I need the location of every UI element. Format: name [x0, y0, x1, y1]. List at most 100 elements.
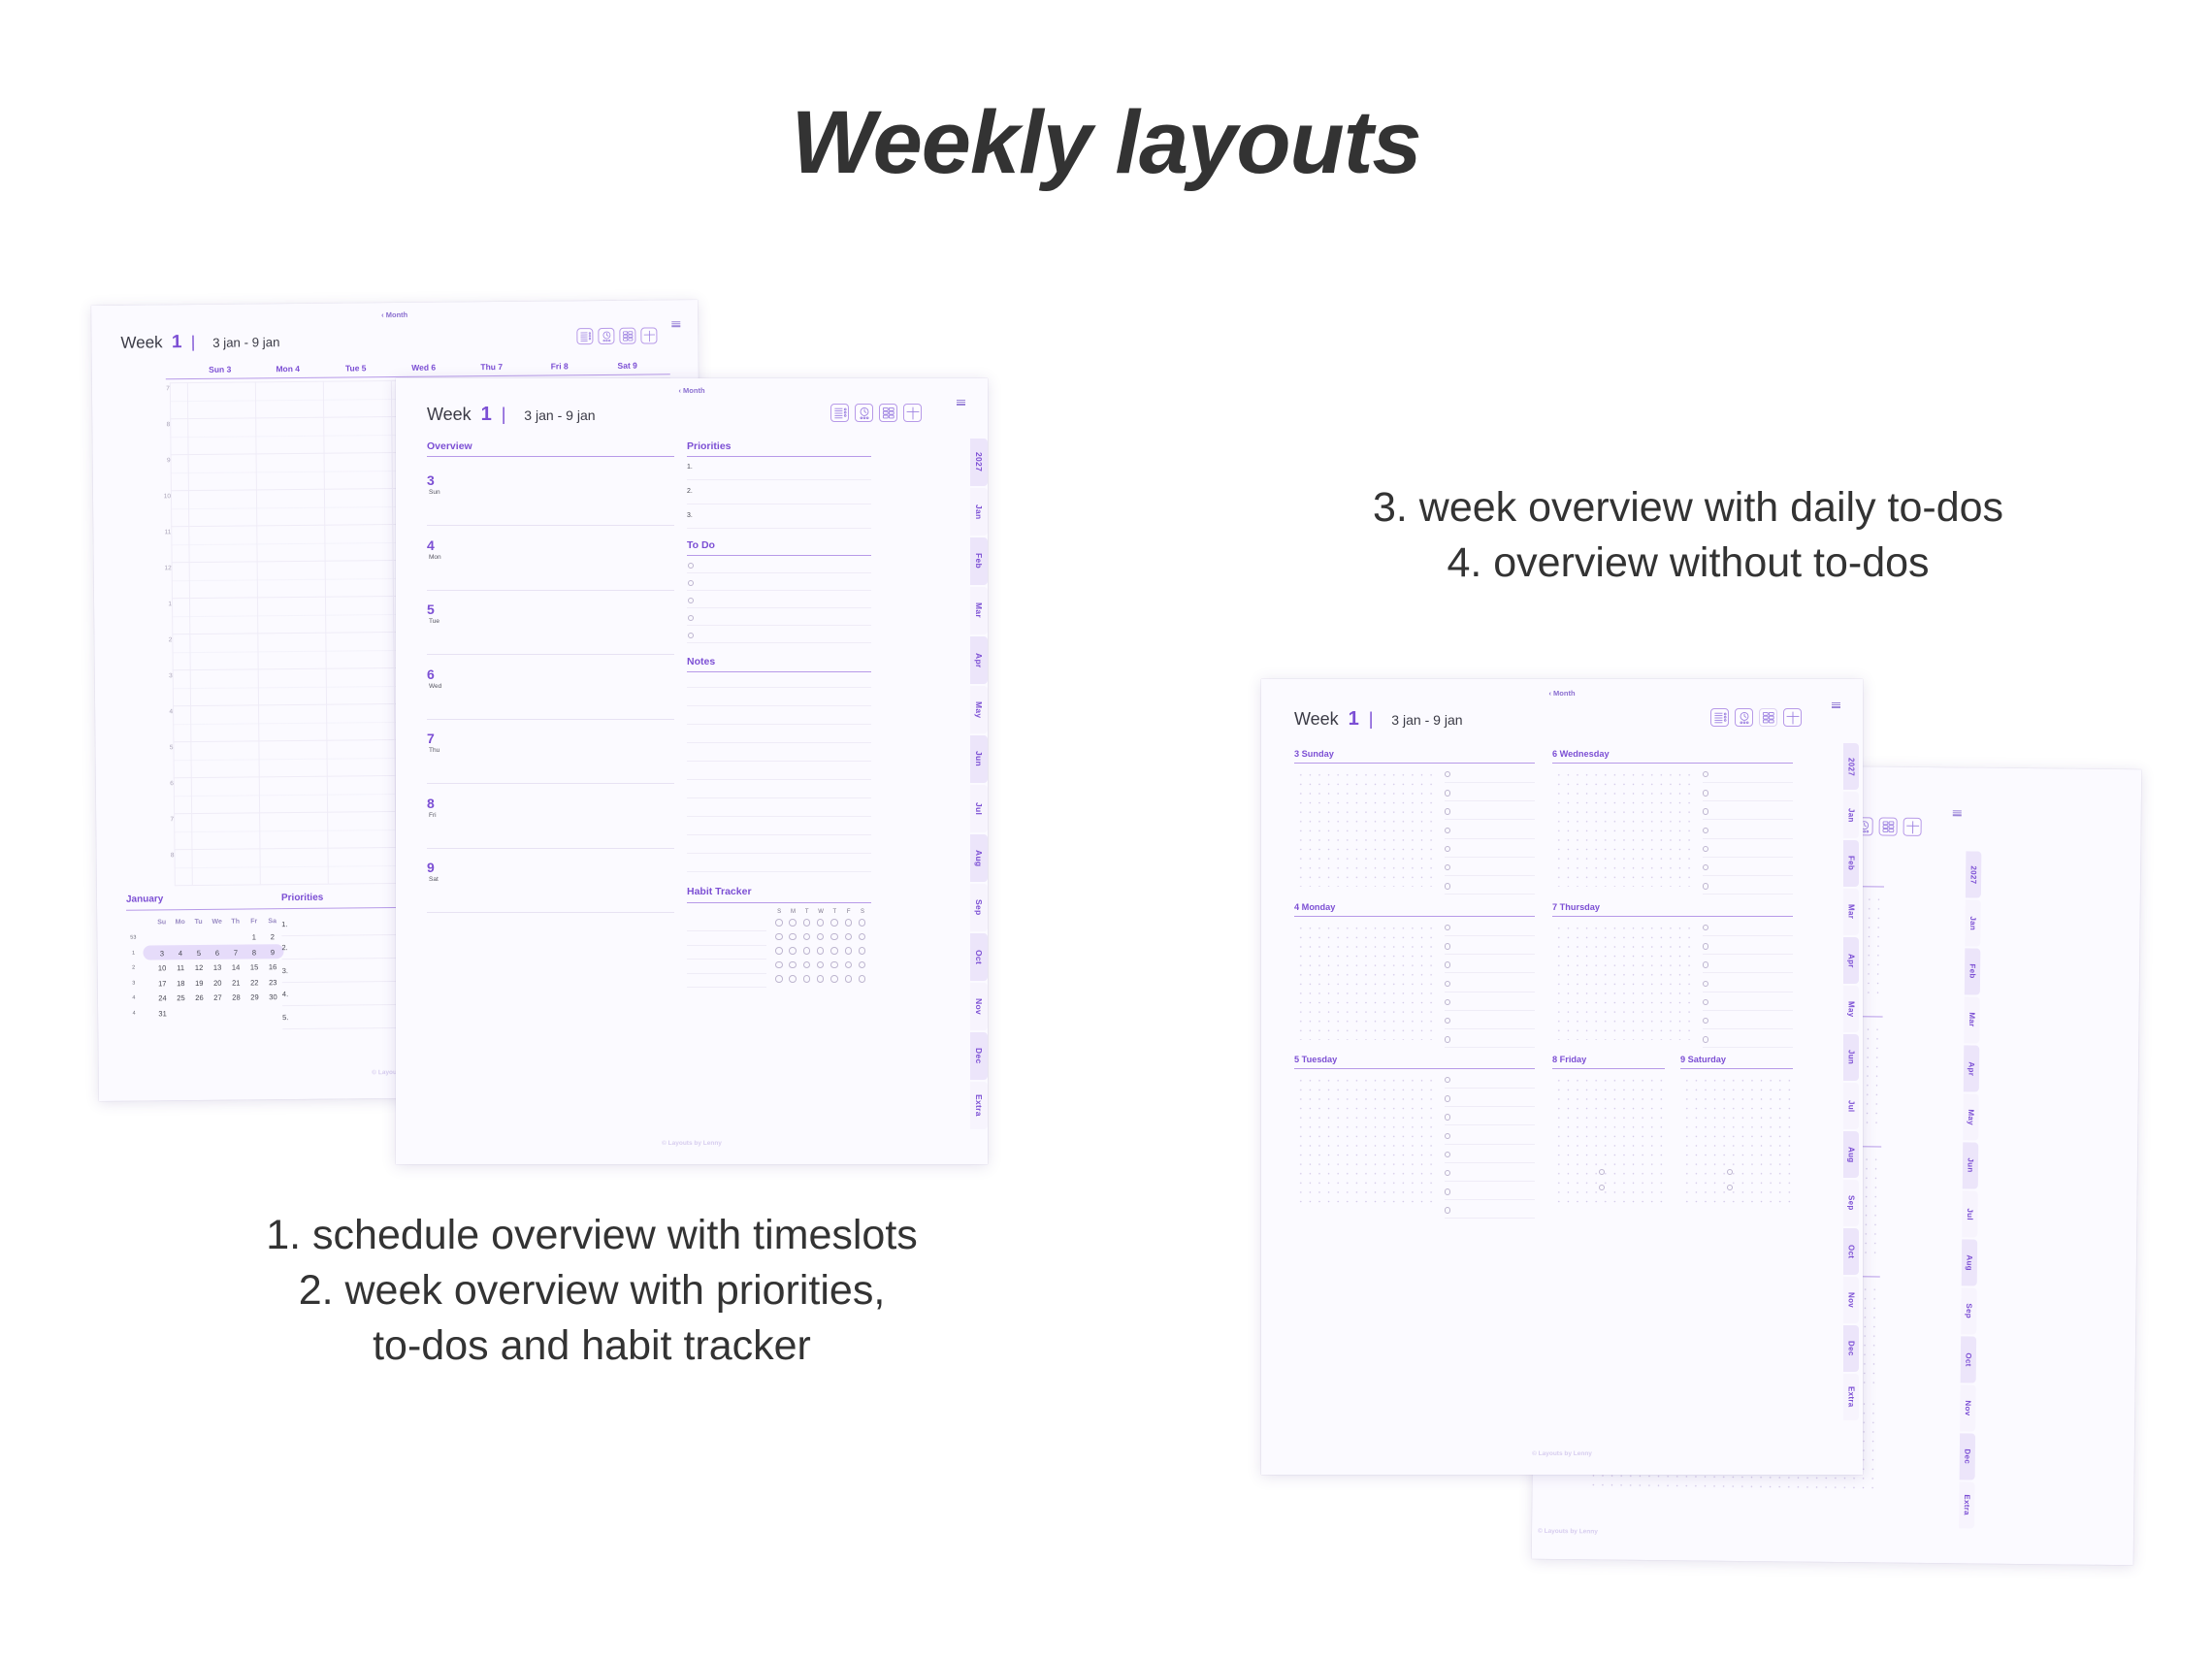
habit-cell-3-7[interactable] — [858, 947, 866, 955]
month-tab-2027[interactable]: 2027 — [970, 439, 988, 486]
month-tab-dec[interactable]: Dec — [970, 1032, 988, 1080]
month-tab-sep[interactable]: Sep — [970, 884, 988, 931]
habit-cell-3-6[interactable] — [844, 947, 853, 955]
mini-cal-day-30[interactable]: 30 — [269, 992, 277, 1002]
daily-todo-checkbox-2-3[interactable] — [1445, 1114, 1451, 1121]
month-tab-dec[interactable]: Dec — [1843, 1325, 1859, 1372]
month-tab-oct[interactable]: Oct — [1843, 1228, 1859, 1275]
month-tab-may[interactable]: May — [1963, 1093, 1979, 1141]
mini-cal-day-21[interactable]: 21 — [232, 978, 241, 988]
mini-cal-day-7[interactable]: 7 — [233, 948, 239, 958]
daily-todo-checkbox-1-3[interactable] — [1445, 961, 1451, 968]
habit-cell-4-7[interactable] — [858, 960, 866, 969]
todo-checkbox-3[interactable] — [688, 598, 694, 603]
mini-cal-day-19[interactable]: 19 — [195, 978, 204, 988]
month-tab-extra[interactable]: Extra — [1959, 1481, 1975, 1529]
month-tab-aug[interactable]: Aug — [970, 834, 988, 882]
grid-boxes-icon[interactable] — [879, 404, 897, 422]
mini-cal-day-12[interactable]: 12 — [194, 962, 204, 973]
daily-todo-checkbox-3-2[interactable] — [1703, 790, 1709, 797]
habit-cell-4-3[interactable] — [802, 960, 811, 969]
mini-cal-day-9[interactable]: 9 — [270, 947, 276, 957]
month-tab-aug[interactable]: Aug — [1961, 1239, 1978, 1286]
mini-cal-day-24[interactable]: 24 — [158, 993, 167, 1003]
todo-checkbox-2[interactable] — [688, 580, 694, 586]
list-view-icon[interactable] — [830, 404, 849, 422]
month-tab-oct[interactable]: Oct — [970, 933, 988, 981]
daily-todo-checkbox-1-5[interactable] — [1445, 998, 1451, 1006]
mini-cal-day-8[interactable]: 8 — [251, 947, 257, 957]
month-tab-oct[interactable]: Oct — [1960, 1336, 1977, 1383]
daily-todo-checkbox-3-4[interactable] — [1703, 827, 1709, 833]
habit-cell-4-5[interactable] — [830, 960, 838, 969]
mini-cal-day-1[interactable]: 1 — [251, 932, 256, 942]
month-tab-mar[interactable]: Mar — [1843, 889, 1859, 935]
habit-cell-4-1[interactable] — [775, 960, 783, 969]
daily-todo-checkbox-3-6[interactable] — [1703, 864, 1709, 871]
habit-cell-1-5[interactable] — [830, 919, 838, 927]
todo-checkbox-1[interactable] — [688, 563, 694, 569]
mini-cal-day-28[interactable]: 28 — [232, 992, 241, 1002]
habit-cell-2-4[interactable] — [816, 932, 825, 941]
month-tab-nov[interactable]: Nov — [970, 983, 988, 1030]
month-back-link[interactable]: ‹ Month — [1548, 689, 1576, 698]
menu-lines-icon[interactable] — [1952, 810, 1962, 816]
month-tab-feb[interactable]: Feb — [1964, 948, 1981, 995]
mini-cal-day-5[interactable]: 5 — [196, 948, 202, 958]
habit-cell-4-6[interactable] — [844, 960, 853, 969]
habit-cell-2-3[interactable] — [802, 932, 811, 941]
daily-todo-checkbox-4-5[interactable] — [1703, 998, 1709, 1006]
mini-cal-day-11[interactable]: 11 — [177, 963, 185, 973]
month-tab-extra[interactable]: Extra — [1843, 1374, 1859, 1420]
daily-todo-checkbox-2-2[interactable] — [1445, 1095, 1451, 1102]
daily-todo-checkbox-6-1[interactable] — [1727, 1169, 1734, 1176]
month-tab-mar[interactable]: Mar — [970, 587, 988, 634]
mini-cal-day-2[interactable]: 2 — [270, 932, 275, 942]
month-tab-may[interactable]: May — [970, 686, 988, 733]
daily-todo-checkbox-3-5[interactable] — [1703, 845, 1709, 853]
habit-cell-2-5[interactable] — [830, 932, 838, 941]
daily-todo-checkbox-4-3[interactable] — [1703, 961, 1709, 968]
daily-todo-checkbox-1-2[interactable] — [1445, 943, 1451, 950]
month-tab-mar[interactable]: Mar — [1964, 996, 1980, 1044]
habit-cell-3-4[interactable] — [816, 947, 825, 955]
habit-cell-5-3[interactable] — [802, 975, 811, 983]
month-tab-jul[interactable]: Jul — [1962, 1190, 1978, 1238]
habit-cell-1-7[interactable] — [858, 919, 866, 927]
daily-todo-checkbox-4-1[interactable] — [1703, 925, 1709, 931]
mini-cal-day-27[interactable]: 27 — [213, 992, 222, 1002]
habit-cell-3-1[interactable] — [775, 947, 783, 955]
daily-todo-checkbox-4-2[interactable] — [1703, 943, 1709, 950]
month-tab-jul[interactable]: Jul — [970, 785, 988, 832]
daily-todo-checkbox-2-7[interactable] — [1445, 1188, 1451, 1195]
daily-todo-checkbox-1-4[interactable] — [1445, 980, 1451, 987]
timeslot-clock-icon[interactable] — [598, 327, 615, 345]
month-tab-apr[interactable]: Apr — [1843, 937, 1859, 984]
mini-cal-day-4[interactable]: 4 — [178, 948, 183, 958]
habit-cell-2-7[interactable] — [858, 932, 866, 941]
month-tab-2027[interactable]: 2027 — [1843, 743, 1859, 790]
mini-cal-day-18[interactable]: 18 — [177, 978, 185, 988]
daily-todo-checkbox-1-6[interactable] — [1445, 1018, 1451, 1025]
month-tab-2027[interactable]: 2027 — [1965, 851, 1982, 898]
quad-grid-icon[interactable] — [640, 327, 658, 344]
mini-cal-day-22[interactable]: 22 — [250, 977, 259, 987]
month-tab-apr[interactable]: Apr — [970, 636, 988, 684]
month-tab-jun[interactable]: Jun — [1843, 1034, 1859, 1081]
daily-todo-checkbox-0-3[interactable] — [1445, 808, 1451, 815]
daily-todo-checkbox-5-1[interactable] — [1599, 1169, 1606, 1176]
month-tab-nov[interactable]: Nov — [1843, 1277, 1859, 1323]
month-tab-sep[interactable]: Sep — [1843, 1180, 1859, 1226]
daily-todo-checkbox-0-2[interactable] — [1445, 790, 1451, 797]
daily-todo-checkbox-0-1[interactable] — [1445, 771, 1451, 778]
daily-todo-checkbox-4-4[interactable] — [1703, 980, 1709, 987]
month-back-link[interactable]: ‹ Month — [381, 309, 408, 320]
month-tab-feb[interactable]: Feb — [970, 537, 988, 585]
menu-lines-icon[interactable] — [1832, 702, 1840, 708]
month-tab-jan[interactable]: Jan — [1843, 792, 1859, 838]
month-tab-jan[interactable]: Jan — [970, 488, 988, 536]
mini-cal-day-13[interactable]: 13 — [212, 962, 222, 972]
grid-boxes-icon[interactable] — [1878, 817, 1898, 836]
month-tab-extra[interactable]: Extra — [970, 1082, 988, 1129]
